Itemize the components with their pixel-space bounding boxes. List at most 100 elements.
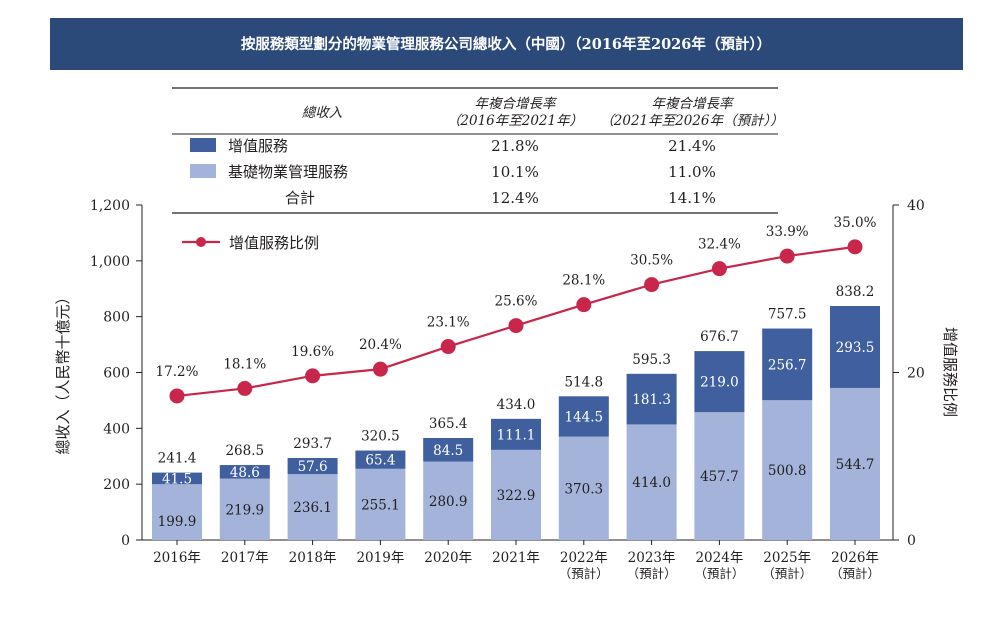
title-bar [50,18,963,70]
bar-vas-10 [830,306,880,388]
bar-basic-0 [152,484,202,540]
table-header-1-0: 年複合增長率 [475,96,558,112]
ratio-point [169,388,185,404]
data-label-total: 434.0 [497,397,536,413]
ratio-point [305,368,321,384]
data-label-basic: 322.9 [497,488,536,504]
y2-tick-label: 20 [907,366,925,382]
table-row-label-1: 基礎物業管理服務 [228,163,348,181]
y-tick-label: 1,200 [90,198,130,214]
data-label-ratio: 18.1% [223,356,266,372]
x-tick-label: 2020年 [424,550,472,566]
bar-vas-2 [287,458,338,475]
bar-vas-9 [762,328,813,401]
data-label-basic: 544.7 [836,457,875,473]
y2-axis-title: 增值服務比例 [941,327,959,417]
data-label-ratio: 25.6% [495,294,538,310]
ratio-point [372,361,388,377]
y-tick-label: 0 [121,533,130,549]
ratio-point [847,239,863,255]
x-tick-label: 2017年 [221,550,269,566]
legend-line-label: 增值服務比例 [229,234,319,252]
data-label-basic: 199.9 [158,514,197,530]
data-label-basic: 236.1 [293,500,332,516]
table-cell-2-1: 14.1% [668,189,716,207]
data-label-ratio: 28.1% [562,273,605,289]
x-tick-label: 2024年 [695,550,743,566]
bar-basic-9 [762,400,813,540]
bar-basic-1 [219,478,270,540]
ratio-point [237,380,253,396]
ratio-point [440,339,456,355]
data-label-vas: 293.5 [836,340,875,356]
data-label-total: 293.7 [293,436,332,452]
y-tick-label: 200 [103,477,130,493]
data-label-basic: 370.3 [564,481,603,497]
x-tick-label: 2021年 [492,550,540,566]
table-swatch-1 [190,164,216,178]
data-label-basic: 414.0 [632,475,671,491]
table-swatch-0 [190,138,216,152]
data-label-total: 595.3 [632,352,671,368]
table-cell-2-0: 12.4% [491,189,539,207]
data-label-total: 757.5 [768,307,807,323]
bar-basic-7 [626,424,677,540]
table-cell-0-1: 21.4% [668,137,716,155]
data-label-total: 241.4 [158,451,197,467]
x-tick-label: 2018年 [289,550,337,566]
x-tick-label: （預計） [830,566,880,581]
table-cell-1-1: 11.0% [668,163,716,181]
bar-basic-10 [830,387,880,540]
ratio-point [644,277,660,293]
data-label-vas: 111.1 [497,427,536,443]
bar-vas-7 [626,373,677,425]
legend-line-marker [196,237,206,247]
chart-title: 按服務類型劃分的物業管理服務公司總收入（中國）（2016年至2026年（預計）） [241,35,771,53]
bar-vas-4 [423,437,474,462]
data-label-total: 514.8 [564,374,603,390]
x-tick-label: 2022年 [560,550,608,566]
x-tick-label: 2025年 [763,550,811,566]
data-label-vas: 144.5 [564,409,603,425]
data-label-ratio: 30.5% [630,253,673,269]
bar-basic-2 [287,474,338,540]
y-tick-label: 1,000 [90,254,130,270]
data-label-vas: 256.7 [768,357,807,373]
data-label-ratio: 33.9% [766,224,809,240]
data-label-total: 320.5 [361,429,400,445]
table-header-2-1: （2021年至2026年（預計）） [600,113,783,129]
data-label-total: 838.2 [836,284,875,300]
data-label-vas: 84.5 [433,443,463,459]
bar-vas-3 [355,450,406,469]
bar-basic-8 [694,412,745,540]
ratio-point [508,318,524,334]
table-cell-0-0: 21.8% [491,137,539,155]
data-label-total: 365.4 [429,416,468,432]
data-label-ratio: 17.2% [156,364,199,380]
data-label-basic: 280.9 [429,494,468,510]
data-label-vas: 57.6 [298,459,328,475]
data-label-vas: 48.6 [230,465,260,481]
bar-basic-6 [558,436,609,540]
x-tick-label: 2019年 [356,550,404,566]
y-tick-label: 600 [103,366,130,382]
y2-tick-label: 0 [907,533,916,549]
bar-basic-5 [491,449,541,540]
data-label-ratio: 19.6% [291,344,334,360]
bar-vas-6 [558,396,609,437]
y-tick-label: 800 [103,310,130,326]
bar-basic-4 [423,461,474,540]
x-tick-label: 2016年 [153,550,201,566]
x-tick-label: 2023年 [628,550,676,566]
data-label-vas: 219.0 [700,375,739,391]
bar-vas-5 [491,418,541,450]
x-tick-label: （預計） [559,566,609,581]
data-label-basic: 500.8 [768,463,807,479]
ratio-point [576,297,592,313]
y-tick-label: 400 [103,421,130,437]
data-label-basic: 457.7 [700,469,739,485]
table-header-2-0: 年複合增長率 [652,96,735,112]
ratio-point [779,248,795,264]
data-label-total: 268.5 [225,443,264,459]
